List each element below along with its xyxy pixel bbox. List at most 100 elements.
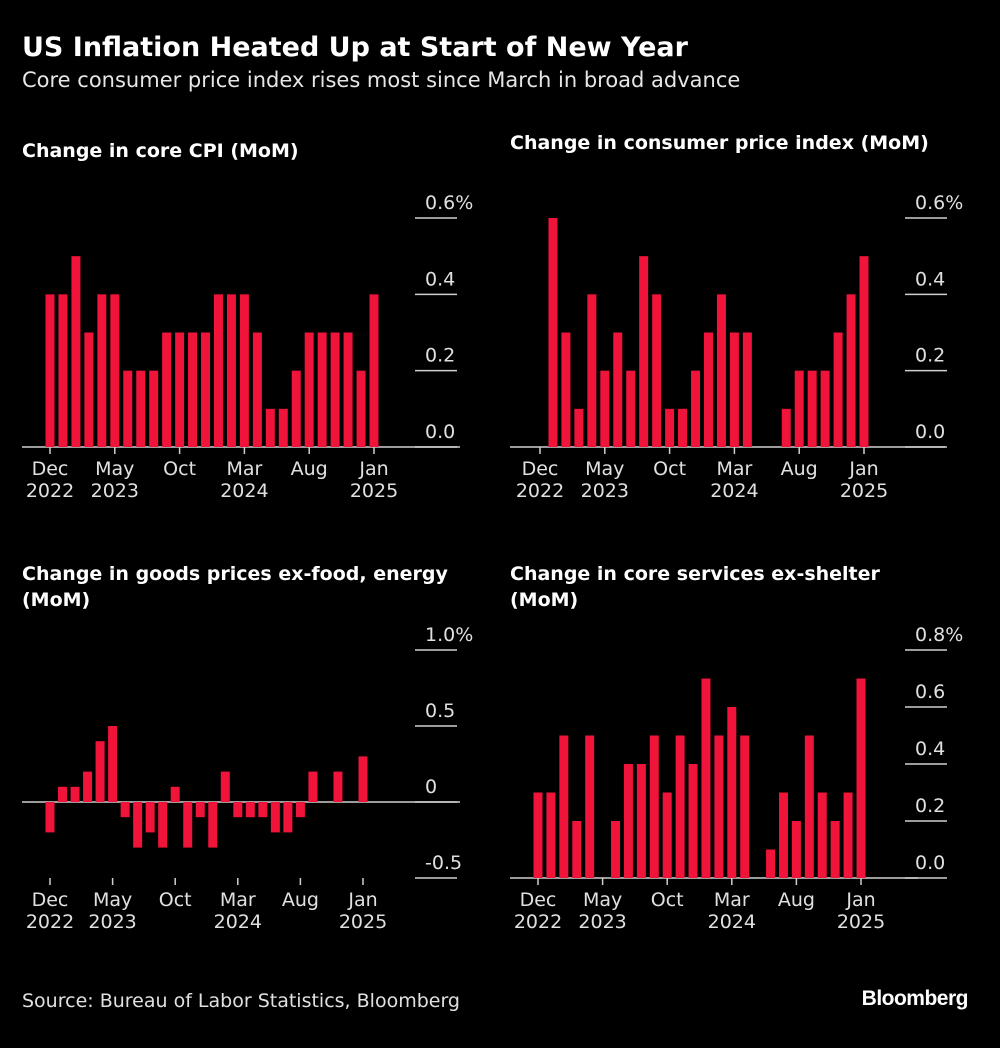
bar [84, 332, 94, 447]
y-tick-label: 0.0 [915, 421, 945, 443]
x-tick-label: Jan 2025 [338, 889, 388, 933]
y-tick-label: 0.2 [915, 795, 945, 817]
bar [83, 771, 93, 802]
x-tick-label: Dec 2022 [25, 889, 75, 933]
y-tick-label: 0.5 [425, 700, 455, 722]
bar [145, 802, 155, 833]
bar [58, 294, 68, 447]
bar [574, 408, 584, 447]
bar [333, 771, 343, 802]
bar [585, 735, 595, 878]
bar [45, 802, 55, 833]
x-tick-label: Dec 2022 [515, 458, 565, 502]
y-tick-label: 0.6% [915, 192, 963, 214]
bar [278, 408, 288, 447]
bar [226, 294, 236, 447]
y-tick-label: 0 [425, 776, 437, 798]
y-tick-label: 0.2 [915, 345, 945, 367]
bar [600, 370, 610, 447]
bar [572, 821, 582, 878]
bar [283, 802, 293, 833]
bar [636, 764, 646, 878]
bar [317, 332, 327, 447]
x-tick-label: Oct [650, 889, 684, 911]
bar [58, 786, 68, 802]
bar [740, 735, 750, 878]
bar [652, 294, 662, 447]
bar [665, 408, 675, 447]
bar [213, 294, 223, 447]
bar [356, 370, 366, 447]
bar [97, 294, 107, 447]
x-tick-label: Mar 2024 [220, 458, 269, 502]
bar [233, 802, 243, 818]
y-tick-label: 0.4 [915, 268, 945, 290]
bar [258, 802, 268, 818]
bar [162, 332, 172, 447]
panel-title: Change in core CPI (MoM) [22, 140, 299, 162]
bar [546, 792, 556, 878]
bar [766, 849, 776, 878]
bar [561, 332, 571, 447]
bar [559, 735, 569, 878]
bar [70, 786, 80, 802]
bar [701, 678, 711, 878]
y-tick-label: 0.8% [915, 624, 963, 646]
bar [781, 408, 791, 447]
bar [623, 764, 633, 878]
x-tick-label: Oct [163, 458, 197, 480]
x-tick-label: Oct [158, 889, 192, 911]
y-tick-label: 1.0% [425, 624, 473, 646]
bar [220, 771, 230, 802]
bar [714, 735, 724, 878]
bar [626, 370, 636, 447]
x-tick-label: Dec 2022 [25, 458, 75, 502]
bar [830, 821, 840, 878]
x-tick-label: Mar 2024 [710, 458, 759, 502]
bar [742, 332, 752, 447]
bar [548, 218, 558, 447]
x-tick-label: Jan 2025 [349, 458, 399, 502]
bar [846, 294, 856, 447]
bar [678, 408, 688, 447]
bar [369, 294, 379, 447]
bar [170, 786, 180, 802]
y-tick-label: 0.4 [915, 738, 945, 760]
subtitle: Core consumer price index rises most sin… [22, 68, 741, 92]
bar [120, 802, 130, 818]
bar [123, 370, 133, 447]
x-tick-label: Aug [777, 889, 815, 911]
bar [820, 370, 830, 447]
title: US Inflation Heated Up at Start of New Y… [22, 32, 688, 63]
x-tick-label: Mar 2024 [213, 889, 262, 933]
bar [136, 370, 146, 447]
bar [817, 792, 827, 878]
x-tick-label: Aug [780, 458, 818, 480]
bar [611, 821, 621, 878]
bar [95, 741, 105, 802]
bar [71, 256, 81, 447]
bar [304, 332, 314, 447]
y-tick-label: 0.6% [425, 192, 473, 214]
panel-title: Change in goods prices ex-food, energy (… [22, 563, 448, 611]
x-tick-label: May 2023 [88, 889, 137, 933]
x-tick-label: May 2023 [90, 458, 139, 502]
x-tick-label: Jan 2025 [839, 458, 889, 502]
bar [778, 792, 788, 878]
bar [791, 821, 801, 878]
bar [183, 802, 193, 848]
y-tick-label: 0.4 [425, 268, 455, 290]
bar [843, 792, 853, 878]
bar [239, 294, 249, 447]
bar [639, 256, 649, 447]
x-tick-label: Dec 2022 [513, 889, 563, 933]
bar [727, 707, 737, 878]
bar [688, 764, 698, 878]
bar [195, 802, 205, 818]
x-tick-label: May 2023 [580, 458, 629, 502]
y-tick-label: 0.2 [425, 345, 455, 367]
bar [794, 370, 804, 447]
bar [265, 408, 275, 447]
panel-title: Change in core services ex-shelter (MoM) [510, 563, 880, 611]
